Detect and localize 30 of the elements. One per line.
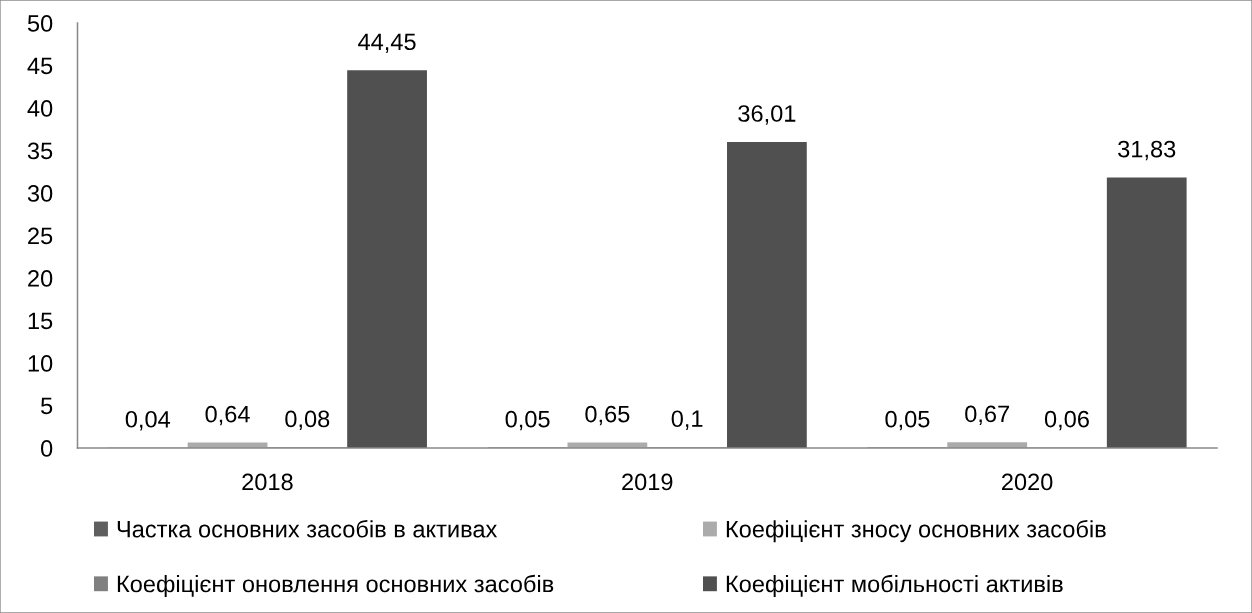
y-tick-label: 25: [28, 227, 53, 245]
y-tick-label: 0: [40, 440, 53, 457]
data-label: 36,01: [738, 105, 796, 125]
data-label: 44,45: [358, 33, 416, 53]
y-tick-label: 50: [27, 15, 53, 32]
data-label: 31,83: [1118, 140, 1176, 161]
data-label: 0,04: [125, 410, 171, 431]
data-label: 0,1: [671, 410, 703, 430]
legend-label: Коефіцієнт оновлення основних засобів: [117, 574, 554, 598]
y-tick-label: 40: [27, 100, 53, 117]
y-tick-label: 20: [28, 270, 53, 287]
legend-label: Частка основних засобів в активах: [117, 520, 498, 538]
y-tick-label: 15: [28, 312, 53, 330]
data-label: 0,64: [205, 405, 250, 426]
y-tick-label: 5: [41, 397, 53, 415]
data-label: 0,67: [965, 405, 1009, 426]
x-tick-label: 2020: [1002, 473, 1053, 491]
data-label: 0,05: [505, 410, 550, 431]
y-tick-label: 10: [28, 355, 53, 372]
data-label: 0,05: [885, 410, 930, 431]
y-tick-label: 35: [27, 142, 53, 160]
y-tick-label: 45: [27, 57, 53, 75]
data-label: 0,08: [285, 410, 330, 431]
legend-label: Коефіцієнт мобільності активів: [726, 574, 1063, 598]
y-tick-label: 30: [27, 185, 53, 202]
x-tick-label: 2018: [242, 473, 293, 491]
legend-label: Коефіцієнт зносу основних засобів: [726, 520, 1106, 543]
data-label: 0,06: [1044, 410, 1089, 431]
x-tick-label: 2019: [622, 473, 673, 491]
data-label: 0,65: [585, 405, 630, 426]
